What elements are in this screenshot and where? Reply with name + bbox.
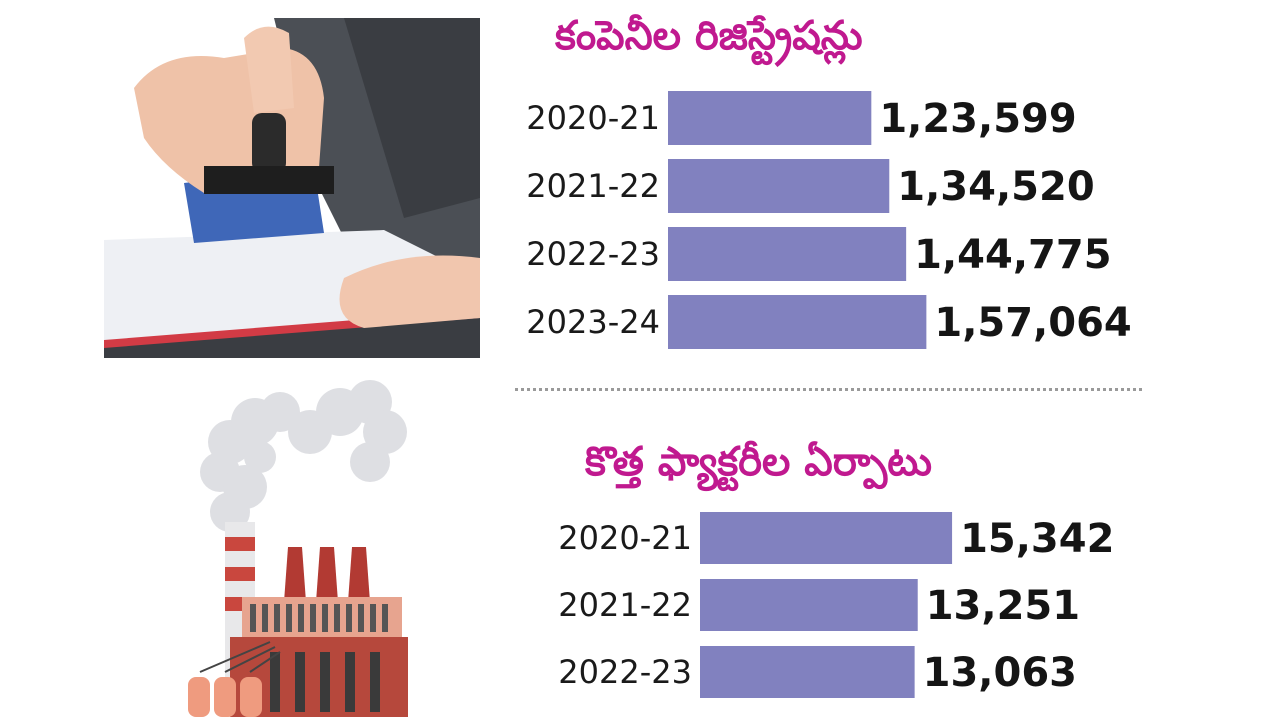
category-label: 2021-22 bbox=[558, 586, 692, 624]
section-divider bbox=[515, 388, 1142, 391]
bar-2022-23 bbox=[700, 646, 915, 698]
value-label: 13,251 bbox=[926, 583, 1080, 629]
value-label: 13,063 bbox=[923, 650, 1077, 696]
bar-2020-21 bbox=[668, 91, 872, 145]
bar-2021-22 bbox=[668, 159, 890, 213]
category-label: 2022-23 bbox=[558, 653, 692, 691]
bar-2021-22 bbox=[700, 579, 918, 631]
category-label: 2022-23 bbox=[526, 235, 660, 273]
stamp-photo-illustration bbox=[104, 18, 480, 358]
category-label: 2020-21 bbox=[558, 519, 692, 557]
category-label: 2023-24 bbox=[526, 303, 660, 341]
value-label: 1,57,064 bbox=[934, 300, 1131, 346]
chart-title-new-factories: కొత్త ఫ్యాక్టరీల ఏర్పాటు bbox=[585, 439, 932, 485]
value-label: 1,34,520 bbox=[897, 164, 1094, 210]
bar-2020-21 bbox=[700, 512, 953, 564]
factory-illustration bbox=[188, 380, 408, 717]
category-label: 2021-22 bbox=[526, 167, 660, 205]
bar-2022-23 bbox=[668, 227, 907, 281]
bar-2023-24 bbox=[668, 295, 927, 349]
value-label: 1,44,775 bbox=[914, 232, 1111, 278]
value-label: 1,23,599 bbox=[879, 96, 1076, 142]
value-label: 15,342 bbox=[960, 516, 1114, 562]
chart-title-company-registrations: కంపెనీల రిజిస్ట్రేషన్లు bbox=[555, 13, 863, 59]
category-label: 2020-21 bbox=[526, 99, 660, 137]
